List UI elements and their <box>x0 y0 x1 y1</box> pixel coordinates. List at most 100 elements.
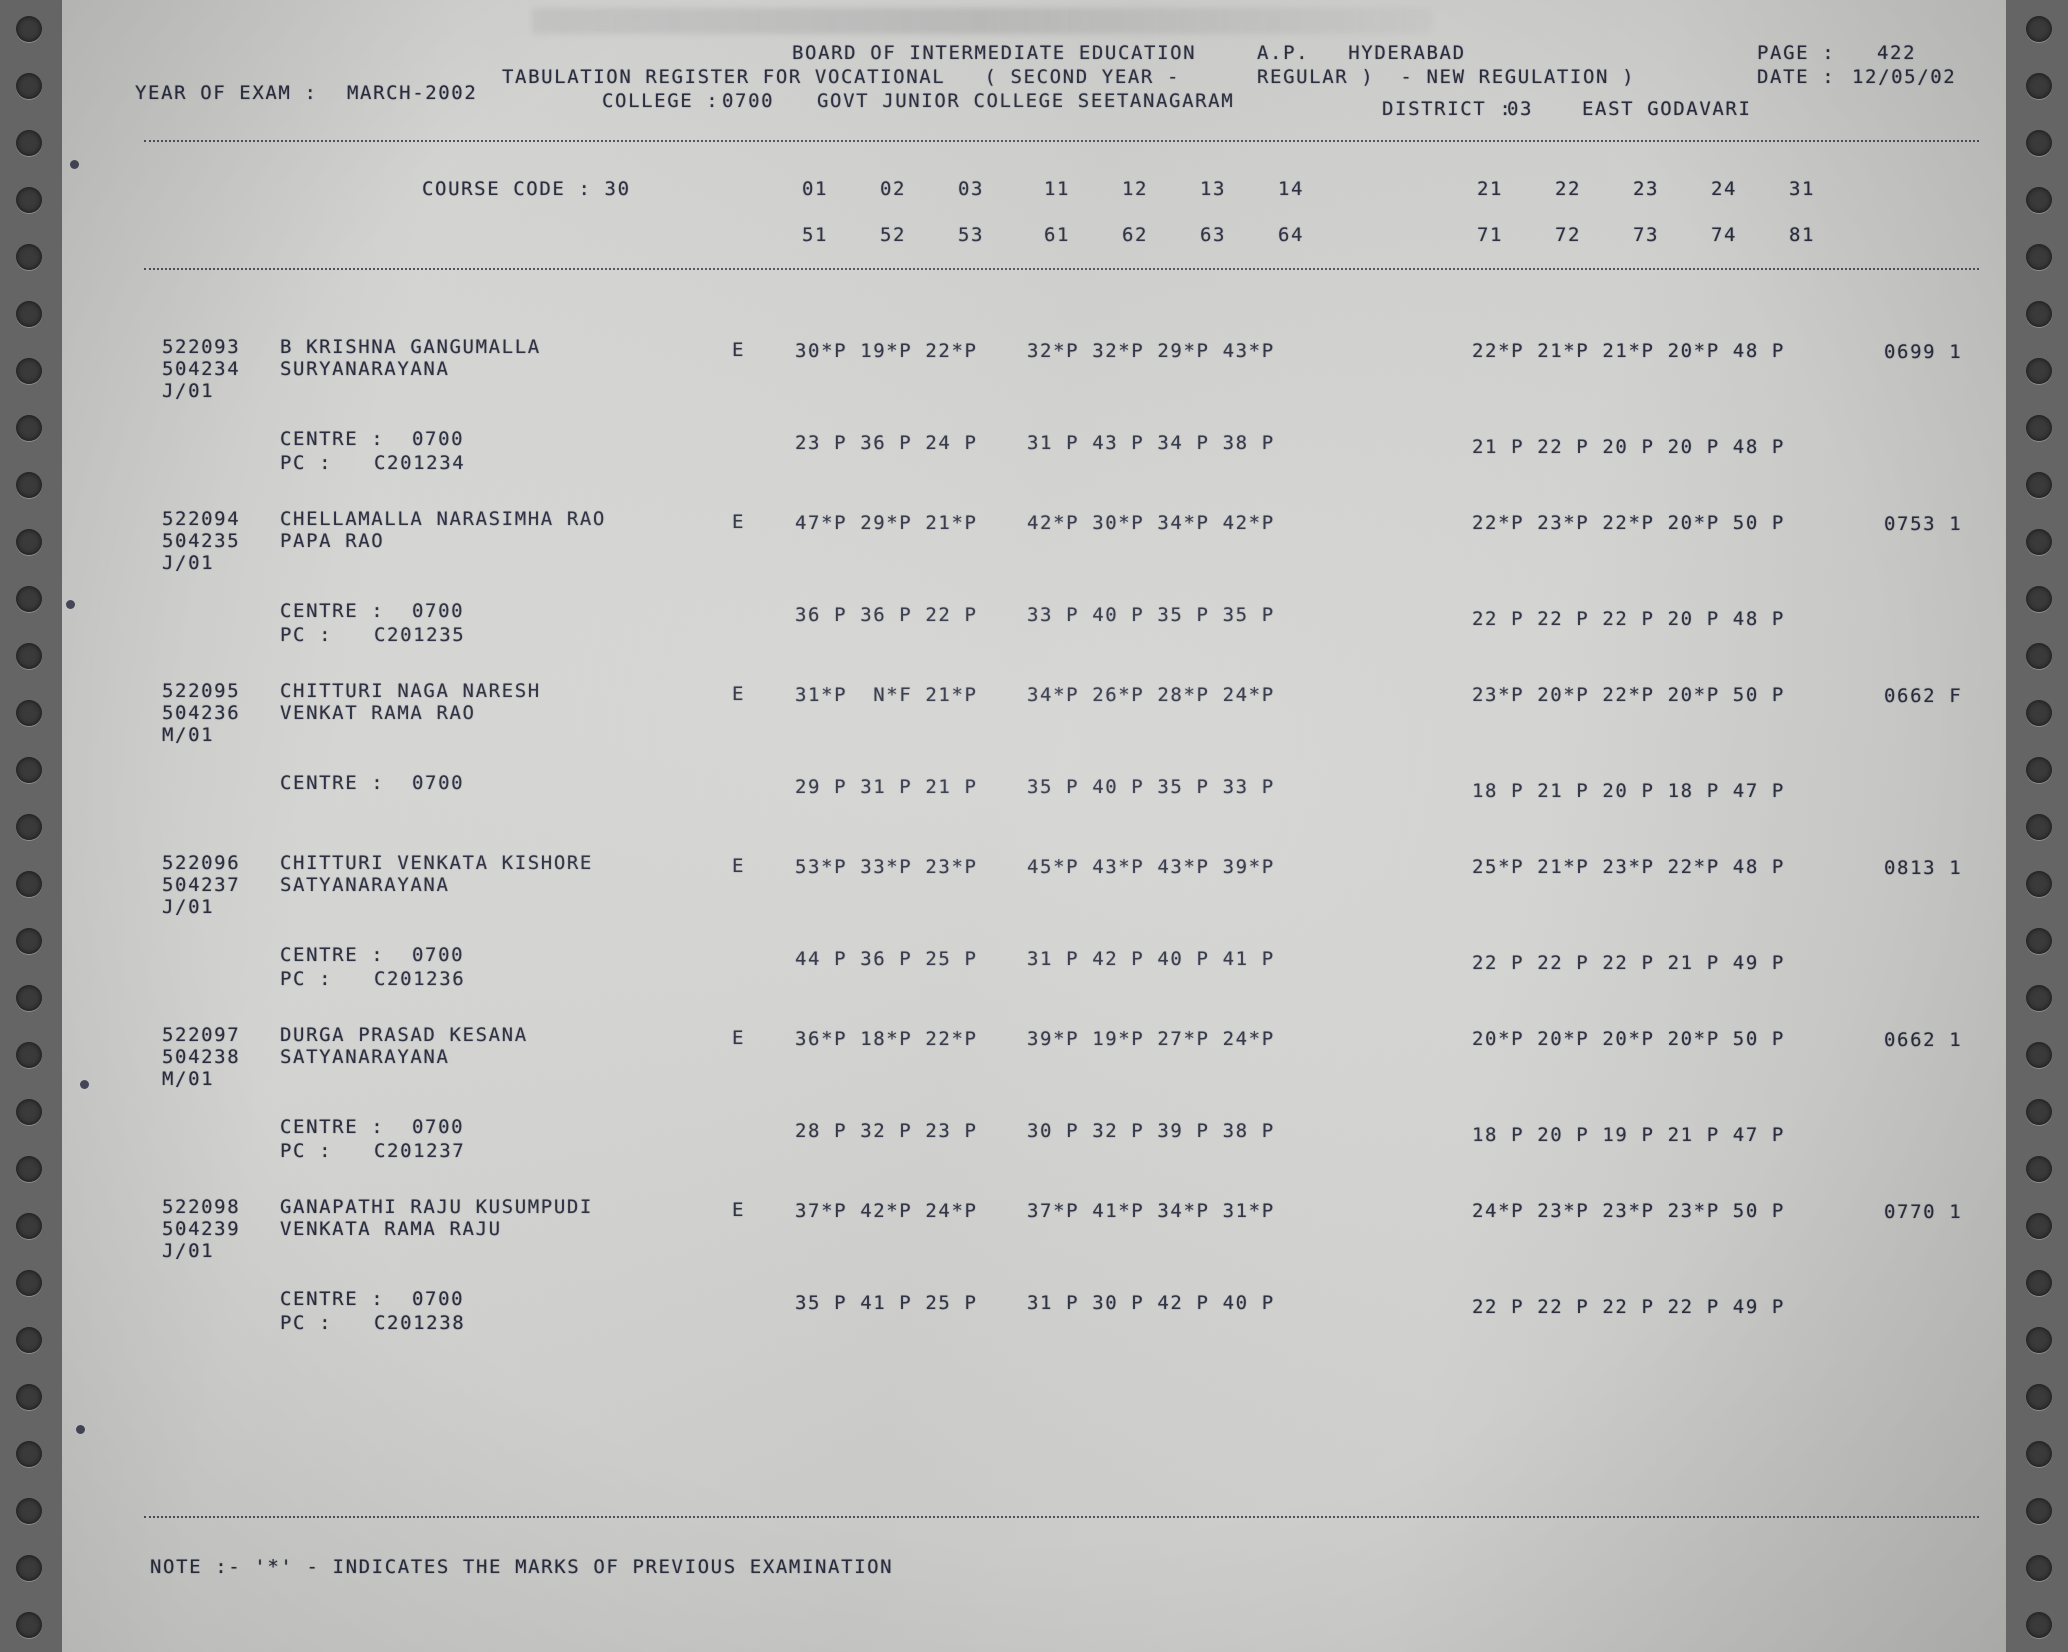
feed-hole <box>16 1555 42 1581</box>
centre-label: CENTRE : <box>280 428 385 450</box>
subject-code: 72 <box>1555 224 1582 246</box>
feed-hole <box>2026 1099 2052 1125</box>
marks-group-b-current: 34*P 26*P 28*P 24*P <box>1027 684 1275 706</box>
centre-value: 0700 <box>412 772 465 794</box>
page-label: PAGE : <box>1757 42 1836 64</box>
student-total-result: 0813 1 <box>1884 857 1963 879</box>
centre-value: 0700 <box>412 600 465 622</box>
subject-code: 73 <box>1633 224 1660 246</box>
marks-group-c-previous: 22 P 22 P 22 P 21 P 49 P <box>1472 952 1785 974</box>
register-title: TABULATION REGISTER FOR VOCATIONAL ( SEC… <box>502 66 1181 88</box>
student-name: CHITTURI VENKATA KISHORE <box>280 852 593 874</box>
feed-hole <box>2026 1612 2052 1638</box>
marks-group-a-current: 53*P 33*P 23*P <box>795 856 978 878</box>
marks-group-a-previous: 35 P 41 P 25 P <box>795 1292 978 1314</box>
district-label: DISTRICT : <box>1382 98 1513 120</box>
feed-hole <box>16 1498 42 1524</box>
feed-hole <box>2026 301 2052 327</box>
student-medium-code: M/01 <box>162 724 215 746</box>
feed-hole <box>2026 16 2052 42</box>
subject-code: 51 <box>802 224 829 246</box>
subject-code: 01 <box>802 178 829 200</box>
marks-group-b-previous: 35 P 40 P 35 P 33 P <box>1027 776 1275 798</box>
subject-code: 61 <box>1044 224 1071 246</box>
subject-code: 64 <box>1278 224 1305 246</box>
feed-hole <box>16 700 42 726</box>
subject-code: 24 <box>1711 178 1738 200</box>
student-father-name: PAPA RAO <box>280 530 385 552</box>
subject-code: 52 <box>880 224 907 246</box>
feed-hole <box>2026 130 2052 156</box>
marks-group-b-previous: 31 P 42 P 40 P 41 P <box>1027 948 1275 970</box>
student-medium-code: J/01 <box>162 552 215 574</box>
student-name: CHITTURI NAGA NARESH <box>280 680 541 702</box>
ink-blot-mark <box>70 160 79 169</box>
centre-label: CENTRE : <box>280 1288 385 1310</box>
feed-hole <box>2026 1156 2052 1182</box>
pc-label: PC : <box>280 1312 333 1334</box>
feed-hole <box>2026 586 2052 612</box>
subject-code: 14 <box>1278 178 1305 200</box>
feed-hole <box>16 130 42 156</box>
marks-group-b-current: 39*P 19*P 27*P 24*P <box>1027 1028 1275 1050</box>
feed-hole <box>2026 244 2052 270</box>
marks-group-a-current: 36*P 18*P 22*P <box>795 1028 978 1050</box>
student-medium-code: M/01 <box>162 1068 215 1090</box>
year-of-exam-label: YEAR OF EXAM : <box>135 82 318 104</box>
header-divider <box>144 140 1979 142</box>
student-total-result: 0662 F <box>1884 685 1963 707</box>
district-name: EAST GODAVARI <box>1582 98 1752 120</box>
feed-hole <box>2026 472 2052 498</box>
student-father-name: VENKAT RAMA RAO <box>280 702 476 724</box>
marks-group-b-previous: 30 P 32 P 39 P 38 P <box>1027 1120 1275 1142</box>
marks-group-b-previous: 33 P 40 P 35 P 35 P <box>1027 604 1275 626</box>
district-code: 03 <box>1507 98 1534 120</box>
student-total-result: 0662 1 <box>1884 1029 1963 1051</box>
centre-label: CENTRE : <box>280 600 385 622</box>
feed-hole <box>16 814 42 840</box>
pc-value: C201237 <box>374 1140 466 1162</box>
feed-hole <box>16 1612 42 1638</box>
feed-hole <box>16 358 42 384</box>
feed-hole <box>16 415 42 441</box>
marks-group-c-previous: 18 P 21 P 20 P 18 P 47 P <box>1472 780 1785 802</box>
student-total-result: 0770 1 <box>1884 1201 1963 1223</box>
feed-hole <box>16 16 42 42</box>
feed-hole <box>2026 814 2052 840</box>
subject-code: 53 <box>958 224 985 246</box>
marks-group-a-current: 47*P 29*P 21*P <box>795 512 978 534</box>
pc-label: PC : <box>280 452 333 474</box>
subject-code: 21 <box>1477 178 1504 200</box>
subject-code: 13 <box>1200 178 1227 200</box>
feed-hole <box>2026 643 2052 669</box>
subject-code: 11 <box>1044 178 1071 200</box>
exam-type-flag: E <box>732 1199 746 1221</box>
student-father-name: SATYANARAYANA <box>280 1046 450 1068</box>
student-registration-number: 504239 <box>162 1218 241 1240</box>
marks-group-c-previous: 22 P 22 P 22 P 20 P 48 P <box>1472 608 1785 630</box>
marks-group-b-current: 37*P 41*P 34*P 31*P <box>1027 1200 1275 1222</box>
marks-group-a-current: 37*P 42*P 24*P <box>795 1200 978 1222</box>
ink-blot-mark <box>76 1425 85 1434</box>
student-name: DURGA PRASAD KESANA <box>280 1024 528 1046</box>
ink-blot-mark <box>66 600 75 609</box>
student-roll-number: 522098 <box>162 1196 241 1218</box>
bleed-through-artifact <box>532 8 1432 34</box>
date-label: DATE : <box>1757 66 1836 88</box>
marks-group-a-previous: 29 P 31 P 21 P <box>795 776 978 798</box>
marks-group-b-previous: 31 P 43 P 34 P 38 P <box>1027 432 1275 454</box>
feed-hole <box>2026 529 2052 555</box>
subject-code: 12 <box>1122 178 1149 200</box>
student-total-result: 0699 1 <box>1884 341 1963 363</box>
centre-value: 0700 <box>412 1288 465 1310</box>
feed-hole <box>2026 1441 2052 1467</box>
subject-code: 31 <box>1789 178 1816 200</box>
marks-group-b-current: 45*P 43*P 43*P 39*P <box>1027 856 1275 878</box>
marks-group-c-current: 24*P 23*P 23*P 23*P 50 P <box>1472 1200 1785 1222</box>
student-registration-number: 504236 <box>162 702 241 724</box>
centre-label: CENTRE : <box>280 772 385 794</box>
year-of-exam-value: MARCH-2002 <box>347 82 478 104</box>
feed-hole <box>16 985 42 1011</box>
student-father-name: VENKATA RAMA RAJU <box>280 1218 502 1240</box>
student-registration-number: 504234 <box>162 358 241 380</box>
